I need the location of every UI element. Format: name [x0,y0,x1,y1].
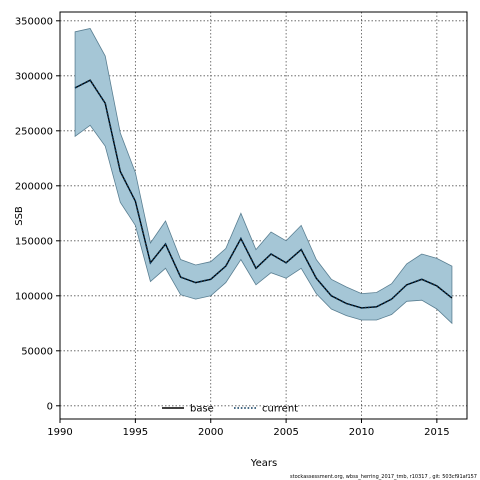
y-tick-label: 300000 [15,71,53,82]
x-tick-label: 1990 [47,427,72,438]
grid-lines [60,12,467,419]
y-tick-label: 100000 [15,291,53,302]
y-tick-label: 350000 [15,16,53,27]
plot-frame [59,11,468,420]
x-tick-label: 2005 [273,427,298,438]
y-axis-ticks: 0 50000 100000 150000 200000 250000 300000 3500… [15,16,60,412]
y-tick-label: 150000 [15,236,53,247]
legend-label-base: base [190,404,214,415]
series-lines [74,79,453,309]
x-axis-ticks: 1990 1995 2000 2005 2010 2015 [47,419,450,438]
x-tick-label: 1995 [123,427,148,438]
y-tick-label: 250000 [15,126,53,137]
legend: base current [162,404,298,415]
legend-label-current: current [262,404,298,415]
series-line-current [74,79,453,309]
confidence-band [74,28,453,325]
y-tick-label: 50000 [21,346,53,357]
x-axis-title: Years [250,458,277,469]
x-tick-label: 2010 [349,427,374,438]
x-tick-label: 2000 [198,427,223,438]
y-tick-label: 0 [47,401,53,412]
y-axis-title: SSB [14,206,25,226]
footer-credit: stockassessment.org, wbss_herring_2017_t… [290,474,477,480]
x-tick-label: 2015 [424,427,449,438]
y-tick-label: 200000 [15,181,53,192]
